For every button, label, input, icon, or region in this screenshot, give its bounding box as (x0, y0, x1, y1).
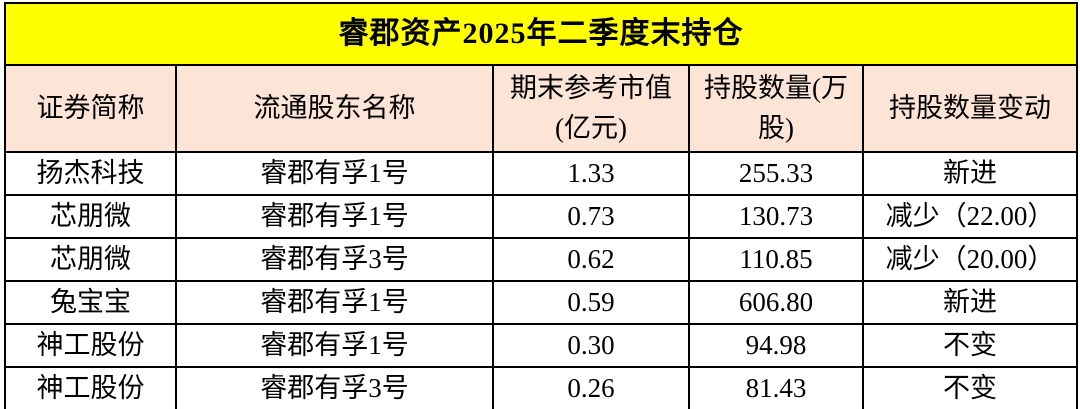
cell-change: 新进 (861, 280, 1079, 325)
cell-share-count: 81.43 (688, 366, 864, 409)
cell-change: 减少（20.00） (861, 237, 1079, 282)
cell-security: 芯朋微 (4, 237, 177, 282)
cell-security: 神工股份 (4, 366, 177, 409)
cell-market-value: 0.26 (492, 366, 690, 409)
cell-market-value: 0.62 (492, 237, 690, 282)
cell-share-count: 110.85 (688, 237, 864, 282)
cell-shareholder: 睿郡有孚1号 (175, 194, 494, 239)
cell-shareholder: 睿郡有孚1号 (175, 323, 494, 368)
cell-change: 不变 (861, 366, 1079, 409)
col-header-shareholder: 流通股东名称 (175, 64, 494, 153)
cell-shareholder: 睿郡有孚3号 (175, 237, 494, 282)
col-header-market-value: 期末参考市值 (亿元) (492, 64, 690, 153)
cell-shareholder: 睿郡有孚3号 (175, 366, 494, 409)
cell-share-count: 130.73 (688, 194, 864, 239)
table-title: 睿郡资产2025年二季度末持仓 (3, 2, 1079, 66)
holdings-table: 睿郡资产2025年二季度末持仓 证券简称 流通股东名称 期末参考市值 (亿元) … (3, 2, 1079, 409)
title-row: 睿郡资产2025年二季度末持仓 (3, 2, 1079, 66)
cell-share-count: 606.80 (688, 280, 864, 325)
table-row: 芯朋微 睿郡有孚1号 0.73 130.73 减少（22.00） (4, 194, 1079, 239)
table-row: 芯朋微 睿郡有孚3号 0.62 110.85 减少（20.00） (4, 237, 1079, 282)
cell-market-value: 0.73 (492, 194, 690, 239)
table-row: 神工股份 睿郡有孚3号 0.26 81.43 不变 (4, 366, 1079, 409)
table-row: 兔宝宝 睿郡有孚1号 0.59 606.80 新进 (4, 280, 1079, 325)
table-row: 神工股份 睿郡有孚1号 0.30 94.98 不变 (4, 323, 1079, 368)
cell-security: 神工股份 (4, 323, 177, 368)
cell-change: 不变 (861, 323, 1079, 368)
table-row: 扬杰科技 睿郡有孚1号 1.33 255.33 新进 (4, 151, 1079, 196)
col-header-change: 持股数量变动 (861, 64, 1079, 153)
header-row: 证券简称 流通股东名称 期末参考市值 (亿元) 持股数量(万 股) 持股数量变动 (4, 64, 1079, 153)
cell-share-count: 255.33 (688, 151, 864, 196)
col-header-security: 证券简称 (4, 64, 177, 153)
cell-security: 兔宝宝 (4, 280, 177, 325)
cell-change: 减少（22.00） (861, 194, 1079, 239)
cell-shareholder: 睿郡有孚1号 (175, 151, 494, 196)
cell-market-value: 1.33 (492, 151, 690, 196)
cell-change: 新进 (861, 151, 1079, 196)
cell-shareholder: 睿郡有孚1号 (175, 280, 494, 325)
col-header-share-count: 持股数量(万 股) (688, 64, 864, 153)
cell-security: 扬杰科技 (4, 151, 177, 196)
cell-market-value: 0.30 (492, 323, 690, 368)
cell-share-count: 94.98 (688, 323, 864, 368)
cell-security: 芯朋微 (4, 194, 177, 239)
cell-market-value: 0.59 (492, 280, 690, 325)
